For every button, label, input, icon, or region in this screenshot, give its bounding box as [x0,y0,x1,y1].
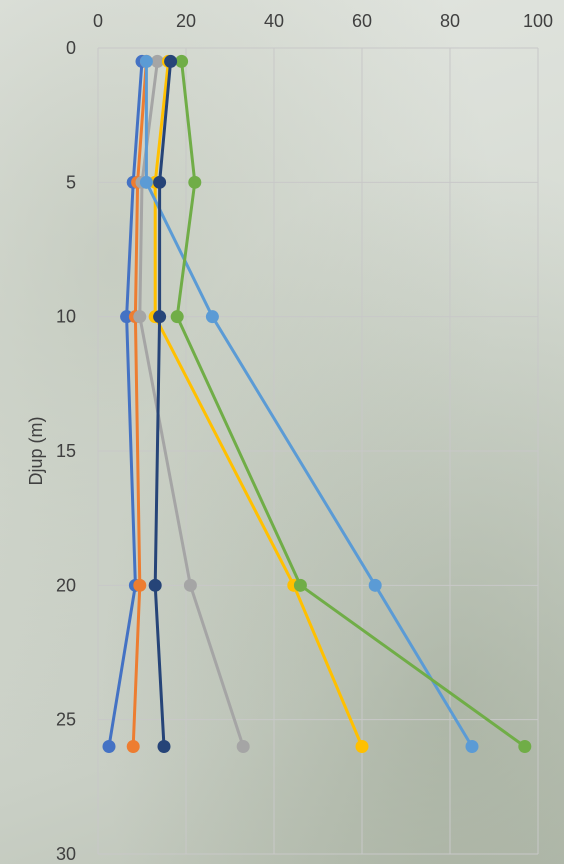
data-point [153,175,167,189]
series-5 [139,54,479,754]
series-line [144,59,474,748]
tick-labels: 0 20 40 60 80 100 0 5 10 15 20 25 30 [56,11,553,864]
data-point [465,740,479,754]
data-point [139,54,153,68]
data-point [236,740,250,754]
grid [97,47,539,855]
series-1 [102,54,149,754]
data-point [133,310,147,324]
y-tick-label: 20 [56,575,76,595]
data-point [139,175,153,189]
y-tick-label: 0 [66,38,76,58]
data-point [205,310,219,324]
data-point [150,54,164,68]
x-tick-label: 80 [440,11,460,31]
series-6 [170,54,532,754]
data-point [157,740,171,754]
x-tick-label: 40 [264,11,284,31]
data-point [518,740,532,754]
x-tick-label: 0 [93,11,103,31]
y-tick-label: 10 [56,307,76,327]
data-point [293,578,307,592]
y-tick-label: 30 [56,844,76,864]
x-tick-label: 100 [523,11,553,31]
y-tick-label: 25 [56,710,76,730]
data-point [102,740,116,754]
data-point [148,578,162,592]
data-point [183,578,197,592]
data-point [164,54,178,68]
y-tick-label: 5 [66,172,76,192]
data-point [170,310,184,324]
data-point [133,578,147,592]
data-point [355,740,369,754]
data-point [175,54,189,68]
y-tick-label: 15 [56,441,76,461]
data-point [368,578,382,592]
data-point [126,740,140,754]
data-point [153,310,167,324]
x-tick-label: 60 [352,11,372,31]
data-point [188,175,202,189]
x-tick-label: 20 [176,11,196,31]
y-axis-title: Djup (m) [26,416,46,485]
series-line [175,59,527,748]
series [102,54,532,754]
series-7 [148,54,178,754]
series-4 [148,54,369,754]
